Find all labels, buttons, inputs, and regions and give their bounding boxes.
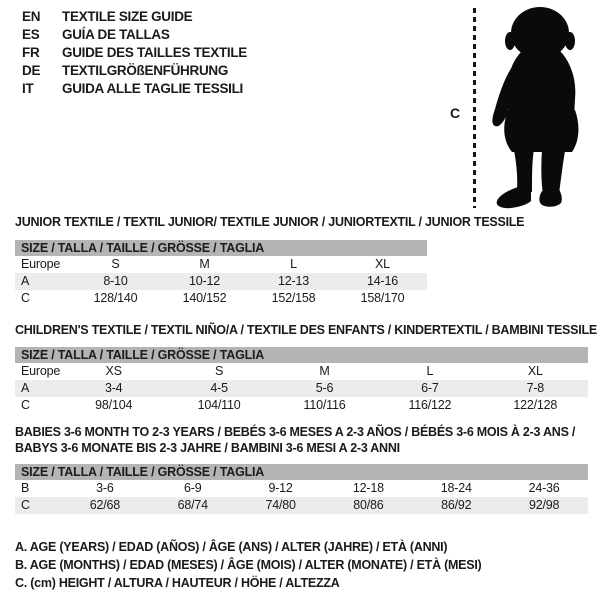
height-measure-line xyxy=(473,8,476,208)
language-row-es: ES GUÍA DE TALLAS xyxy=(22,26,247,44)
table-cell: 140/152 xyxy=(182,291,227,305)
babies-table-title: BABIES 3-6 MONTH TO 2-3 YEARS / BEBÉS 3-… xyxy=(15,424,575,456)
row-label: Europe xyxy=(21,364,61,378)
table-cell: 158/170 xyxy=(360,291,405,305)
row-label: A xyxy=(21,274,30,288)
table-cell: 6-9 xyxy=(184,481,202,495)
table-cell: 116/122 xyxy=(408,398,452,412)
toddler-silhouette-icon xyxy=(492,7,579,209)
row-label: C xyxy=(21,291,30,305)
language-row-it: IT GUIDA ALLE TAGLIE TESSILI xyxy=(22,80,247,98)
language-code: IT xyxy=(22,81,34,96)
table-row: C 98/104 104/110 110/116 116/122 122/128 xyxy=(15,397,588,414)
table-cell: 18-24 xyxy=(440,481,472,495)
language-code: DE xyxy=(22,63,41,78)
language-title-list: EN TEXTILE SIZE GUIDE ES GUÍA DE TALLAS … xyxy=(22,8,247,98)
babies-table-title-line2: BABYS 3-6 MONATE BIS 2-3 JAHRE / BAMBINI… xyxy=(15,441,400,455)
language-row-en: EN TEXTILE SIZE GUIDE xyxy=(22,8,247,26)
legend-age-years: A. AGE (YEARS) / EDAD (AÑOS) / ÂGE (ANS)… xyxy=(15,540,448,554)
table-cell: 80/86 xyxy=(353,498,384,512)
row-label: B xyxy=(21,481,30,495)
guide-title: TEXTILE SIZE GUIDE xyxy=(62,9,193,24)
table-row: C 62/68 68/74 74/80 80/86 86/92 92/98 xyxy=(15,497,588,514)
table-row: A 8-10 10-12 12-13 14-16 xyxy=(15,273,427,290)
table-cell: 7-8 xyxy=(526,381,545,395)
table-cell: S xyxy=(111,257,120,271)
table-cell: 104/110 xyxy=(197,398,241,412)
table-cell: 68/74 xyxy=(177,498,208,512)
table-row: A 3-4 4-5 5-6 6-7 7-8 xyxy=(15,380,588,397)
table-cell: 12-13 xyxy=(278,274,309,288)
junior-table-title: JUNIOR TEXTILE / TEXTIL JUNIOR/ TEXTILE … xyxy=(15,215,525,229)
babies-table-title-line1: BABIES 3-6 MONTH TO 2-3 YEARS / BEBÉS 3-… xyxy=(15,425,576,439)
babies-size-table: SIZE / TALLA / TAILLE / GRÖSSE / TAGLIA … xyxy=(15,464,588,514)
table-cell: 128/140 xyxy=(93,291,138,305)
row-label: Europe xyxy=(21,257,61,271)
table-cell: 10-12 xyxy=(189,274,220,288)
table-cell: 24-36 xyxy=(528,481,560,495)
table-cell: XL xyxy=(527,364,543,378)
table-cell: L xyxy=(290,257,297,271)
guide-title: GUIDE DES TAILLES TEXTILE xyxy=(62,45,248,60)
table-cell: 3-6 xyxy=(96,481,114,495)
table-cell: XS xyxy=(105,364,122,378)
table-cell: 3-4 xyxy=(104,381,123,395)
table-cell: XL xyxy=(375,257,390,271)
table-cell: 9-12 xyxy=(268,481,293,495)
table-cell: 8-10 xyxy=(103,274,128,288)
guide-title: GUIDA ALLE TAGLIE TESSILI xyxy=(62,81,243,96)
language-row-de: DE TEXTILGRÖßENFÜHRUNG xyxy=(22,62,247,80)
table-cell: 152/158 xyxy=(271,291,316,305)
table-row: Europe XS S M L XL xyxy=(15,363,588,380)
table-cell: M xyxy=(199,257,210,271)
table-cell: 122/128 xyxy=(513,398,558,412)
junior-size-table: SIZE / TALLA / TAILLE / GRÖSSE / TAGLIA … xyxy=(15,240,427,307)
table-cell: 62/68 xyxy=(89,498,121,512)
table-cell: 14-16 xyxy=(367,274,398,288)
size-header-bar: SIZE / TALLA / TAILLE / GRÖSSE / TAGLIA xyxy=(15,464,588,480)
guide-title: TEXTILGRÖßENFÜHRUNG xyxy=(62,63,229,78)
measurement-legend: A. AGE (YEARS) / EDAD (AÑOS) / ÂGE (ANS)… xyxy=(15,538,482,592)
table-row: C 128/140 140/152 152/158 158/170 xyxy=(15,290,427,307)
size-header-bar: SIZE / TALLA / TAILLE / GRÖSSE / TAGLIA xyxy=(15,240,427,256)
height-measure-label: C xyxy=(450,105,461,121)
row-label: C xyxy=(21,498,30,512)
table-cell: 92/98 xyxy=(528,498,560,512)
children-table-title: CHILDREN'S TEXTILE / TEXTIL NIÑO/A / TEX… xyxy=(15,323,597,337)
language-code: ES xyxy=(22,27,40,42)
guide-title: GUÍA DE TALLAS xyxy=(62,27,170,42)
table-row: Europe S M L XL xyxy=(15,256,427,273)
table-row: B 3-6 6-9 9-12 12-18 18-24 24-36 xyxy=(15,480,588,497)
table-cell: L xyxy=(426,364,434,378)
table-cell: 74/80 xyxy=(265,498,296,512)
language-code: EN xyxy=(22,9,41,24)
size-header-bar: SIZE / TALLA / TAILLE / GRÖSSE / TAGLIA xyxy=(15,347,588,363)
table-cell: 6-7 xyxy=(421,381,439,395)
language-row-fr: FR GUIDE DES TAILLES TEXTILE xyxy=(22,44,247,62)
row-label: C xyxy=(21,398,30,412)
table-cell: 4-5 xyxy=(210,381,228,395)
legend-age-months: B. AGE (MONTHS) / EDAD (MESES) / ÂGE (MO… xyxy=(15,558,482,572)
table-cell: 98/104 xyxy=(95,398,133,412)
children-size-table: SIZE / TALLA / TAILLE / GRÖSSE / TAGLIA … xyxy=(15,347,588,414)
language-code: FR xyxy=(22,45,40,60)
legend-height-cm: C. (cm) HEIGHT / ALTURA / HAUTEUR / HÖHE… xyxy=(15,576,340,590)
table-cell: S xyxy=(215,364,224,378)
row-label: A xyxy=(21,381,30,395)
table-cell: 5-6 xyxy=(315,381,334,395)
table-cell: 86/92 xyxy=(441,498,472,512)
table-cell: 110/116 xyxy=(303,398,346,412)
table-cell: 12-18 xyxy=(352,481,384,495)
table-cell: M xyxy=(319,364,330,378)
